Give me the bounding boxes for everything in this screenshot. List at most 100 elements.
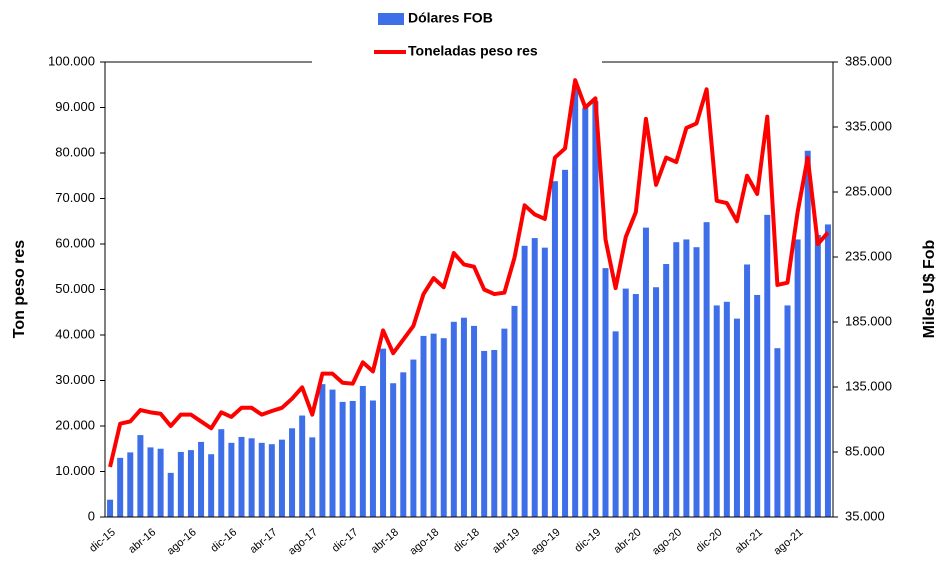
bar bbox=[723, 301, 730, 517]
bar bbox=[622, 288, 629, 517]
bar bbox=[511, 305, 518, 517]
y-tick-label: 70.000 bbox=[55, 190, 95, 205]
y2-tick-label: 385.000 bbox=[845, 53, 892, 68]
bar bbox=[703, 222, 710, 517]
x-tick-label: ago-17 bbox=[286, 526, 320, 557]
x-tick-label: abr-17 bbox=[248, 526, 280, 556]
bar bbox=[228, 442, 235, 517]
bar bbox=[187, 450, 194, 517]
bar bbox=[319, 384, 326, 517]
bar bbox=[410, 359, 417, 517]
bar bbox=[278, 439, 285, 517]
x-tick-label: ago-21 bbox=[771, 526, 805, 557]
y-tick-label: 80.000 bbox=[55, 144, 95, 159]
x-tick-label: abr-16 bbox=[126, 526, 158, 556]
bar bbox=[531, 238, 538, 517]
y-tick-label: 90.000 bbox=[55, 99, 95, 114]
bar bbox=[147, 447, 154, 517]
bar bbox=[592, 101, 599, 517]
bar bbox=[602, 268, 609, 517]
bar bbox=[744, 264, 751, 517]
y2-tick-label: 335.000 bbox=[845, 118, 892, 133]
bar bbox=[582, 107, 589, 517]
bar bbox=[794, 239, 801, 517]
bar bbox=[501, 328, 508, 517]
bar bbox=[562, 169, 569, 517]
legend-bg bbox=[312, 6, 602, 66]
y2-tick-label: 235.000 bbox=[845, 248, 892, 263]
bar bbox=[683, 239, 690, 517]
bar bbox=[814, 234, 821, 517]
bar bbox=[521, 245, 528, 517]
bar bbox=[289, 428, 296, 517]
line bbox=[108, 78, 830, 468]
bar bbox=[551, 181, 558, 517]
x-tick-label: dic-16 bbox=[209, 526, 240, 554]
x-tick-label: ago-20 bbox=[650, 526, 684, 557]
bar bbox=[673, 242, 680, 517]
bar bbox=[167, 472, 174, 517]
y-tick-label: 20.000 bbox=[55, 417, 95, 432]
bar bbox=[784, 305, 791, 517]
y-tick-label: 60.000 bbox=[55, 235, 95, 250]
x-tick-label: ago-16 bbox=[165, 526, 199, 557]
y-tick-label: 0 bbox=[88, 508, 95, 523]
bar bbox=[117, 457, 124, 517]
x-tick-label: ago-18 bbox=[407, 526, 441, 557]
y2-tick-label: 185.000 bbox=[845, 313, 892, 328]
bar bbox=[541, 247, 548, 517]
bar bbox=[481, 350, 488, 517]
bar bbox=[380, 348, 387, 517]
bar bbox=[764, 214, 771, 517]
bar bbox=[218, 429, 225, 517]
x-tick-label: dic-18 bbox=[451, 526, 482, 554]
bar bbox=[329, 389, 336, 517]
bar bbox=[198, 441, 205, 517]
bar bbox=[309, 437, 316, 517]
y2-tick-label: 285.000 bbox=[845, 183, 892, 198]
x-tick-label: abr-18 bbox=[369, 526, 401, 556]
bar bbox=[774, 348, 781, 517]
bar bbox=[349, 400, 356, 517]
bar bbox=[693, 247, 700, 517]
bar bbox=[127, 452, 134, 517]
bar bbox=[572, 84, 579, 517]
y-tick-label: 50.000 bbox=[55, 281, 95, 296]
x-tick-label: dic-17 bbox=[330, 526, 361, 554]
y2-axis-title: Miles U$ Fob bbox=[921, 239, 938, 338]
bar bbox=[804, 150, 811, 517]
y2-tick-label: 135.000 bbox=[845, 378, 892, 393]
y-tick-label: 100.000 bbox=[48, 53, 95, 68]
bar bbox=[663, 264, 670, 517]
bar bbox=[258, 442, 265, 517]
bar bbox=[268, 444, 275, 517]
bar bbox=[460, 317, 467, 517]
x-tick-label: abr-20 bbox=[612, 526, 644, 556]
bar bbox=[653, 287, 660, 517]
x-tick-label: dic-15 bbox=[87, 526, 118, 554]
x-tick-label: abr-19 bbox=[490, 526, 522, 556]
bar bbox=[248, 438, 255, 517]
x-tick-label: dic-20 bbox=[694, 526, 725, 554]
legend-label: Dólares FOB bbox=[408, 10, 493, 26]
bar bbox=[491, 350, 498, 517]
y2-tick-label: 35.000 bbox=[845, 508, 885, 523]
bar bbox=[137, 435, 144, 517]
bar bbox=[208, 454, 215, 517]
bar bbox=[824, 224, 831, 517]
bar bbox=[632, 294, 639, 517]
bar bbox=[713, 305, 720, 517]
bar bbox=[471, 325, 478, 517]
bar bbox=[400, 372, 407, 517]
y-axis-title: Ton peso res bbox=[11, 240, 28, 338]
bar bbox=[450, 321, 457, 517]
bar bbox=[299, 415, 306, 517]
x-tick-label: ago-19 bbox=[529, 526, 563, 557]
y-tick-label: 40.000 bbox=[55, 326, 95, 341]
bar bbox=[177, 451, 184, 517]
x-tick-label: dic-19 bbox=[573, 526, 604, 554]
bar bbox=[754, 294, 761, 517]
bar bbox=[238, 436, 245, 517]
bar bbox=[390, 383, 397, 517]
y-tick-label: 30.000 bbox=[55, 372, 95, 387]
